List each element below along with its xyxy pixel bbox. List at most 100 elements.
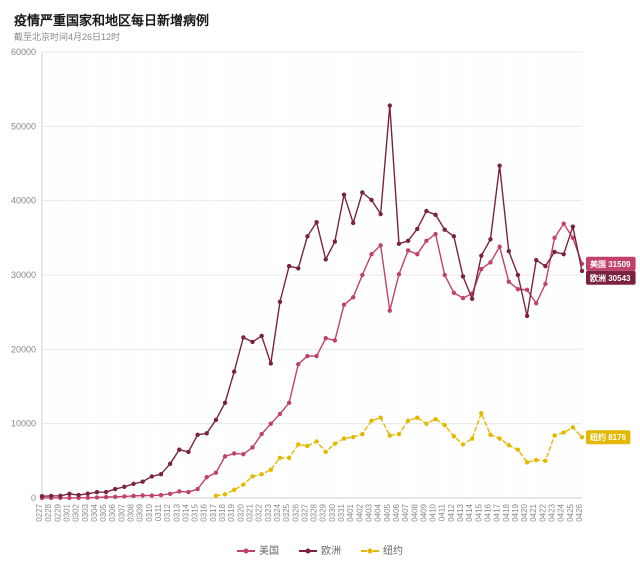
series-marker-ny [516,447,520,451]
x-tick-label: 0329 [319,503,328,521]
series-marker-eu [415,227,419,231]
series-marker-us [488,260,492,264]
x-tick-label: 0312 [163,503,172,521]
series-marker-ny [259,472,263,476]
x-tick-label: 0402 [355,503,364,521]
series-marker-us [296,362,300,366]
series-marker-eu [259,334,263,338]
series-marker-eu [406,239,410,243]
series-marker-ny [561,430,565,434]
series-marker-us [168,492,172,496]
series-marker-eu [223,401,227,405]
series-marker-us [305,354,309,358]
series-marker-eu [131,482,135,486]
series-marker-us [113,495,117,499]
series-marker-ny [278,456,282,460]
series-marker-ny [369,418,373,422]
series-marker-ny [452,434,456,438]
series-marker-eu [250,340,254,344]
series-marker-ny [388,433,392,437]
series-marker-us [507,279,511,283]
series-marker-ny [580,435,584,439]
x-tick-label: 0413 [456,503,465,521]
series-marker-ny [415,416,419,420]
chart-container: 疫情严重国家和地区每日新增病例 截至北京时间4月26日12时 010000200… [0,0,640,563]
series-marker-us [314,354,318,358]
series-marker-eu [314,220,318,224]
y-tick-label: 50000 [11,121,36,131]
y-tick-label: 30000 [11,270,36,280]
series-marker-eu [150,474,154,478]
x-tick-label: 0403 [364,503,373,521]
end-label-ny: 纽约 8176 [586,430,630,444]
series-line-us [42,224,582,498]
series-marker-ny [314,439,318,443]
series-marker-ny [552,433,556,437]
y-tick-label: 10000 [11,419,36,429]
x-tick-label: 0415 [474,503,483,521]
legend-label: 欧洲 [321,546,341,557]
series-marker-eu [40,494,44,498]
series-marker-us [543,282,547,286]
series-marker-ny [342,436,346,440]
x-tick-label: 0409 [419,503,428,521]
series-marker-eu [333,239,337,243]
y-tick-label: 40000 [11,196,36,206]
series-marker-eu [159,472,163,476]
series-marker-us [424,239,428,243]
series-marker-us [241,452,245,456]
series-marker-eu [95,490,99,494]
series-marker-ny [424,421,428,425]
series-marker-us [186,490,190,494]
series-marker-us [415,252,419,256]
series-marker-eu [443,227,447,231]
x-tick-label: 0325 [282,503,291,521]
x-tick-label: 0405 [383,503,392,521]
series-marker-eu [76,493,80,497]
series-marker-ny [571,425,575,429]
x-tick-label: 0304 [90,503,99,521]
x-tick-label: 0317 [209,503,218,521]
series-marker-eu [140,479,144,483]
series-marker-us [378,243,382,247]
series-marker-ny [324,450,328,454]
series-marker-us [278,412,282,416]
series-marker-us [67,496,71,500]
series-marker-ny [433,417,437,421]
legend-item-us: 美国 [237,542,279,557]
series-marker-eu [305,234,309,238]
series-marker-us [388,308,392,312]
series-marker-eu [269,361,273,365]
legend-item-ny: 纽约 [361,542,403,557]
series-marker-ny [296,442,300,446]
series-marker-eu [278,300,282,304]
y-tick-label: 20000 [11,344,36,354]
series-marker-ny [287,456,291,460]
series-marker-eu [324,257,328,261]
series-marker-eu [360,190,364,194]
series-marker-ny [223,492,227,496]
series-marker-ny [543,459,547,463]
series-marker-eu [452,234,456,238]
x-tick-label: 0328 [310,503,319,521]
x-tick-label: 0318 [218,503,227,521]
legend-item-eu: 欧洲 [299,542,341,557]
series-marker-us [250,445,254,449]
series-marker-us [214,471,218,475]
series-marker-us [205,475,209,479]
series-marker-us [552,236,556,240]
series-marker-eu [534,258,538,262]
x-tick-label: 0324 [273,503,282,521]
x-tick-label: 0423 [548,503,557,521]
series-marker-eu [543,264,547,268]
y-tick-label: 0 [31,493,36,503]
x-tick-label: 0319 [227,503,236,521]
series-marker-eu [580,269,584,273]
series-marker-eu [177,447,181,451]
series-marker-ny [250,474,254,478]
series-marker-us [177,489,181,493]
series-marker-us [95,495,99,499]
series-marker-eu [397,242,401,246]
y-tick-label: 60000 [11,47,36,57]
chart-title: 疫情严重国家和地区每日新增病例 [14,10,209,29]
